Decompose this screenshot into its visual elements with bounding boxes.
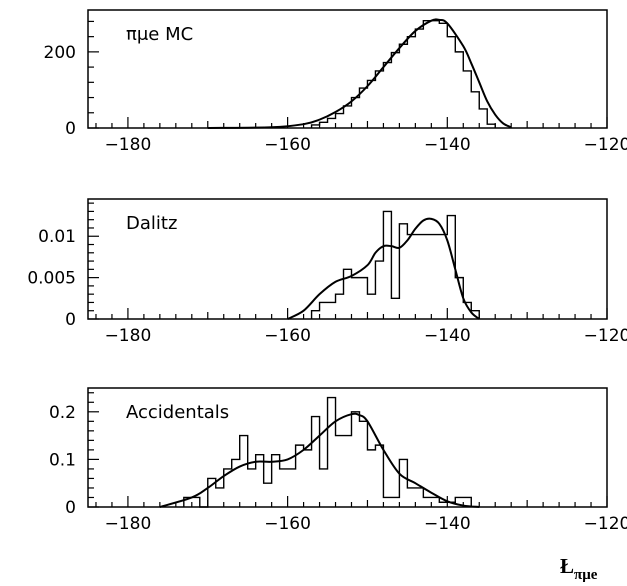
panel-label: Dalitz bbox=[126, 213, 177, 234]
fit-curve bbox=[207, 18, 512, 129]
x-tick-label: −180 bbox=[105, 135, 152, 155]
x-axis-title: Łπμe bbox=[560, 554, 598, 583]
y-tick-label: 0 bbox=[65, 498, 76, 518]
y-tick-label: 0.01 bbox=[38, 227, 76, 247]
x-tick-label: −120 bbox=[584, 326, 627, 346]
histogram-series bbox=[310, 19, 496, 128]
plot-frame bbox=[87, 198, 608, 320]
panel-label: πμe MC bbox=[126, 24, 193, 45]
y-tick-label: 0.2 bbox=[49, 403, 76, 423]
plot-frame bbox=[87, 387, 608, 508]
x-tick-label: −160 bbox=[264, 326, 311, 346]
fit-curve bbox=[287, 217, 480, 320]
y-tick-label: 0.1 bbox=[49, 450, 76, 470]
x-tick-label: −140 bbox=[424, 135, 471, 155]
x-tick-label: −120 bbox=[584, 514, 627, 534]
x-tick-label: −140 bbox=[424, 326, 471, 346]
y-tick-label: 0 bbox=[65, 310, 76, 330]
x-tick-label: −180 bbox=[105, 326, 152, 346]
x-tick-label: −180 bbox=[105, 514, 152, 534]
fit-curve bbox=[159, 412, 480, 508]
histogram-series bbox=[183, 396, 472, 508]
panel-dalitz: −180 −160 −140 −120 0 0.005 0.01 Dalitz bbox=[27, 198, 627, 346]
panel-label: Accidentals bbox=[126, 402, 229, 423]
x-tick-label: −140 bbox=[424, 514, 471, 534]
x-tick-label: −160 bbox=[264, 514, 311, 534]
y-tick-label: 0.005 bbox=[27, 269, 76, 289]
y-tick-label: 200 bbox=[44, 43, 76, 63]
y-tick-label: 0 bbox=[65, 119, 76, 139]
panel-mc: −180 −160 −140 −120 0 200 πμe MC bbox=[44, 9, 627, 155]
x-tick-label: −160 bbox=[264, 135, 311, 155]
x-tick-label: −120 bbox=[584, 135, 627, 155]
plot-frame bbox=[87, 9, 608, 129]
panel-accidentals: −180 −160 −140 −120 0 0.1 0.2 Accidentals bbox=[49, 387, 627, 534]
